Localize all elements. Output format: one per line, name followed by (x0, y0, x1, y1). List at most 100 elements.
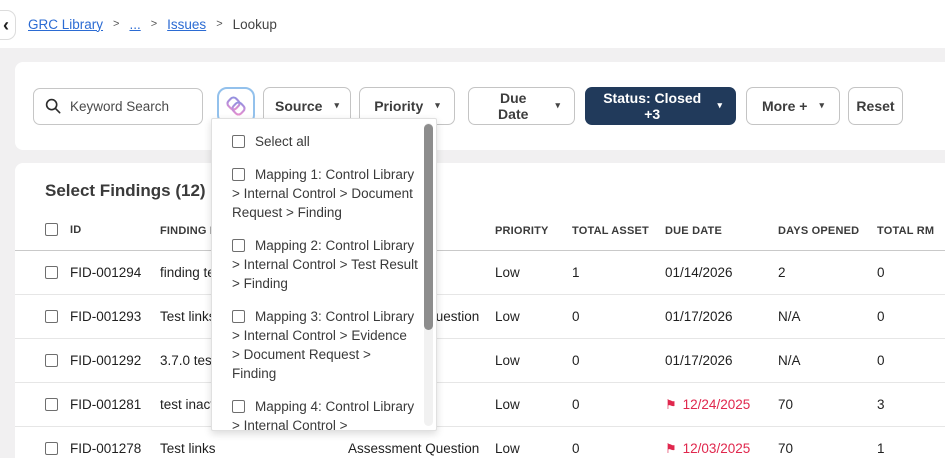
column-header-days-opened: DAYS OPENED (778, 210, 877, 251)
column-header-total-rm: TOTAL RM (877, 210, 945, 251)
total-rm-cell: 0 (877, 250, 945, 295)
table-header-row: ID FINDING NAME PRIORITY TOTAL ASSET DUE… (15, 210, 945, 251)
total-rm-cell: 0 (877, 294, 945, 339)
more-filters-dropdown[interactable]: More + ▾ (746, 87, 840, 125)
finding-id: FID-001281 (70, 397, 142, 412)
mapping-option[interactable]: Mapping 2: Control Library > Internal Co… (232, 236, 418, 293)
filter-card: Source ▾ Priority ▾ Due Date ▾ Status: C… (15, 62, 945, 150)
status-filter-dropdown[interactable]: Status: Closed +3 ▾ (585, 87, 736, 125)
reset-button-label: Reset (856, 98, 895, 114)
mapping-option-checkbox[interactable] (232, 239, 245, 252)
breadcrumb-separator: > (150, 18, 158, 30)
select-all-option[interactable]: Select all (232, 132, 418, 151)
chevron-down-icon: ▾ (435, 99, 440, 110)
overdue-flag-icon: ⚑ (665, 441, 677, 456)
mapping-option-checkbox[interactable] (232, 310, 245, 323)
mapping-option-checkbox[interactable] (232, 400, 245, 413)
row-checkbox[interactable] (45, 266, 58, 279)
priority-cell: Low (495, 294, 572, 339)
mapping-option-checkbox[interactable] (232, 168, 245, 181)
status-filter-label: Status: Closed +3 (603, 90, 702, 122)
findings-card: Select Findings (12) ID FINDING NAME PRI… (15, 163, 945, 458)
top-bar: ‹ GRC Library > ... > Issues > Lookup (0, 0, 945, 48)
priority-filter-label: Priority (374, 98, 424, 114)
due-date-cell: ⚑ 01/17/2026 (665, 338, 778, 383)
days-opened-cell: N/A (778, 338, 877, 383)
days-opened-cell: N/A (778, 294, 877, 339)
breadcrumb-separator: > (216, 18, 223, 30)
source-filter-label: Source (275, 98, 323, 114)
mapping-options-list: Mapping 1: Control Library > Internal Co… (232, 165, 418, 431)
chevron-down-icon: ▾ (334, 99, 339, 110)
chevron-down-icon: ▾ (717, 99, 722, 110)
total-rm-cell: 3 (877, 382, 945, 427)
select-all-checkbox[interactable] (232, 135, 245, 148)
search-input[interactable] (33, 87, 203, 125)
table-row[interactable]: FID-001292 3.7.0 test Low 0 ⚑ 01/17/2026… (15, 338, 945, 383)
row-checkbox[interactable] (45, 398, 58, 411)
total-rm-cell: 1 (877, 426, 945, 458)
select-all-label: Select all (255, 134, 310, 149)
mapping-option-label: Mapping 4: Control Library > Internal Co… (232, 399, 415, 431)
days-opened-cell: 2 (778, 250, 877, 295)
breadcrumb-link-issues[interactable]: Issues (167, 16, 207, 32)
total-rm-cell: 0 (877, 338, 945, 383)
search-icon (45, 98, 61, 113)
breadcrumb-current-lookup: Lookup (232, 16, 277, 32)
mapping-dropdown-panel: Select all Mapping 1: Control Library > … (211, 118, 437, 431)
total-asset-cell: 1 (572, 250, 665, 295)
mapping-option-label: Mapping 2: Control Library > Internal Co… (232, 238, 418, 291)
reset-button[interactable]: Reset (848, 87, 903, 125)
mapping-option-label: Mapping 1: Control Library > Internal Co… (232, 167, 415, 220)
page-title: Select Findings (12) (45, 181, 206, 200)
mapping-option-label: Mapping 3: Control Library > Internal Co… (232, 309, 415, 381)
chevron-down-icon: ▾ (819, 99, 825, 110)
select-all-rows-checkbox[interactable] (45, 223, 58, 236)
back-button[interactable]: ‹ (0, 10, 16, 40)
priority-cell: Low (495, 426, 572, 458)
table-row[interactable]: FID-001281 test inact Low 0 ⚑ 12/24/2025… (15, 382, 945, 427)
mapping-option[interactable]: Mapping 1: Control Library > Internal Co… (232, 165, 418, 222)
mapping-option[interactable]: Mapping 3: Control Library > Internal Co… (232, 307, 418, 383)
total-asset-cell: 0 (572, 426, 665, 458)
keyword-search (33, 87, 203, 125)
breadcrumb: GRC Library > ... > Issues > Lookup (28, 0, 277, 48)
column-header-id: ID (70, 223, 82, 236)
chevron-down-icon: ▾ (555, 99, 560, 110)
total-asset-cell: 0 (572, 338, 665, 383)
due-date-filter-label: Due Date (498, 90, 529, 122)
filter-row: Source ▾ Priority ▾ Due Date ▾ Status: C… (15, 62, 945, 125)
table-row[interactable]: FID-001294 finding te Low 1 ⚑ 01/14/2026… (15, 250, 945, 295)
mapping-option[interactable]: Mapping 4: Control Library > Internal Co… (232, 397, 418, 431)
total-asset-cell: 0 (572, 382, 665, 427)
due-date-cell: ⚑ 12/03/2025 (665, 426, 778, 458)
findings-table: ID FINDING NAME PRIORITY TOTAL ASSET DUE… (15, 210, 945, 458)
total-asset-cell: 0 (572, 294, 665, 339)
breadcrumb-link-ellipsis[interactable]: ... (129, 16, 141, 32)
priority-cell: Low (495, 382, 572, 427)
column-header-total-asset: TOTAL ASSET (572, 210, 665, 251)
knot-mapping-icon (226, 96, 246, 116)
due-date-cell: ⚑ 01/14/2026 (665, 250, 778, 295)
source-cell: Assessment Question (348, 426, 495, 458)
row-checkbox[interactable] (45, 442, 58, 455)
dropdown-scrollbar-thumb[interactable] (424, 124, 433, 330)
table-row[interactable]: FID-001293 Test links Assessment Questio… (15, 294, 945, 339)
finding-id: FID-001294 (70, 265, 142, 280)
row-checkbox[interactable] (45, 354, 58, 367)
finding-id: FID-001278 (70, 441, 142, 456)
priority-cell: Low (495, 338, 572, 383)
overdue-flag-icon: ⚑ (665, 397, 677, 412)
breadcrumb-link-grc-library[interactable]: GRC Library (28, 16, 104, 32)
column-header-due-date: DUE DATE (665, 210, 778, 251)
days-opened-cell: 70 (778, 426, 877, 458)
finding-id: FID-001293 (70, 309, 142, 324)
column-header-priority: PRIORITY (495, 210, 572, 251)
due-date-filter-dropdown[interactable]: Due Date ▾ (468, 87, 575, 125)
due-date-cell: ⚑ 12/24/2025 (665, 382, 778, 427)
row-checkbox[interactable] (45, 310, 58, 323)
finding-name-cell: Test links (160, 426, 348, 458)
table-row[interactable]: FID-001278 Test links Assessment Questio… (15, 426, 945, 458)
finding-id: FID-001292 (70, 353, 142, 368)
priority-cell: Low (495, 250, 572, 295)
